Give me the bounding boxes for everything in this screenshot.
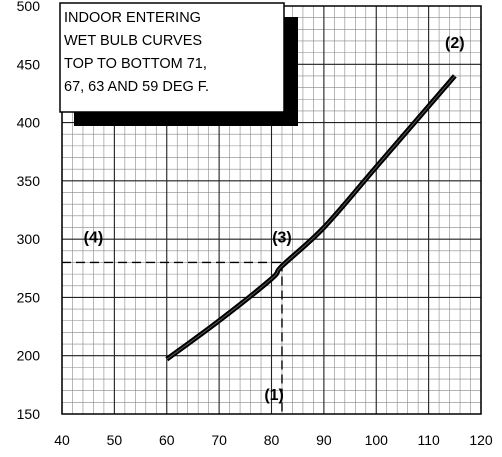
- x-tick-label: 110: [417, 432, 440, 448]
- x-tick-label: 50: [107, 432, 123, 448]
- x-tick-labels: 40 50 60 70 80 90 100 110 120: [54, 432, 493, 448]
- marker-1: (1): [264, 387, 284, 404]
- x-tick-label: 120: [469, 432, 493, 448]
- x-tick-label: 70: [211, 432, 227, 448]
- marker-2: (2): [445, 35, 465, 52]
- x-tick-label: 80: [264, 432, 280, 448]
- x-tick-label: 40: [54, 432, 70, 448]
- y-tick-label: 300: [17, 231, 41, 247]
- series-curves: [165, 74, 457, 362]
- legend-note-box: INDOOR ENTERING WET BULB CURVES TOP TO B…: [59, 2, 298, 126]
- y-tick-label: 400: [17, 115, 41, 131]
- x-tick-label: 100: [365, 432, 389, 448]
- series-curve-highlight: [166, 75, 456, 360]
- note-line-3: TOP TO BOTTOM 71,: [64, 56, 207, 72]
- note-line-4: 67, 63 AND 59 DEG F.: [64, 79, 209, 95]
- y-tick-label: 150: [17, 406, 41, 422]
- y-tick-label: 450: [17, 56, 41, 72]
- y-tick-label: 350: [17, 173, 41, 189]
- y-tick-labels: 150 200 250 300 350 400 450 500: [17, 0, 41, 422]
- note-line-2: WET BULB CURVES: [64, 33, 202, 49]
- marker-3: (3): [272, 230, 292, 247]
- y-tick-label: 200: [17, 348, 41, 364]
- reference-lines: [62, 261, 283, 414]
- marker-4: (4): [84, 230, 104, 247]
- y-tick-label: 500: [17, 0, 41, 14]
- note-line-1: INDOOR ENTERING: [64, 10, 201, 26]
- y-tick-label: 250: [17, 289, 41, 305]
- marker-labels: (1) (2) (3) (4): [84, 35, 465, 404]
- note-box-frame: [59, 2, 285, 113]
- x-tick-label: 60: [159, 432, 175, 448]
- x-tick-label: 90: [316, 432, 332, 448]
